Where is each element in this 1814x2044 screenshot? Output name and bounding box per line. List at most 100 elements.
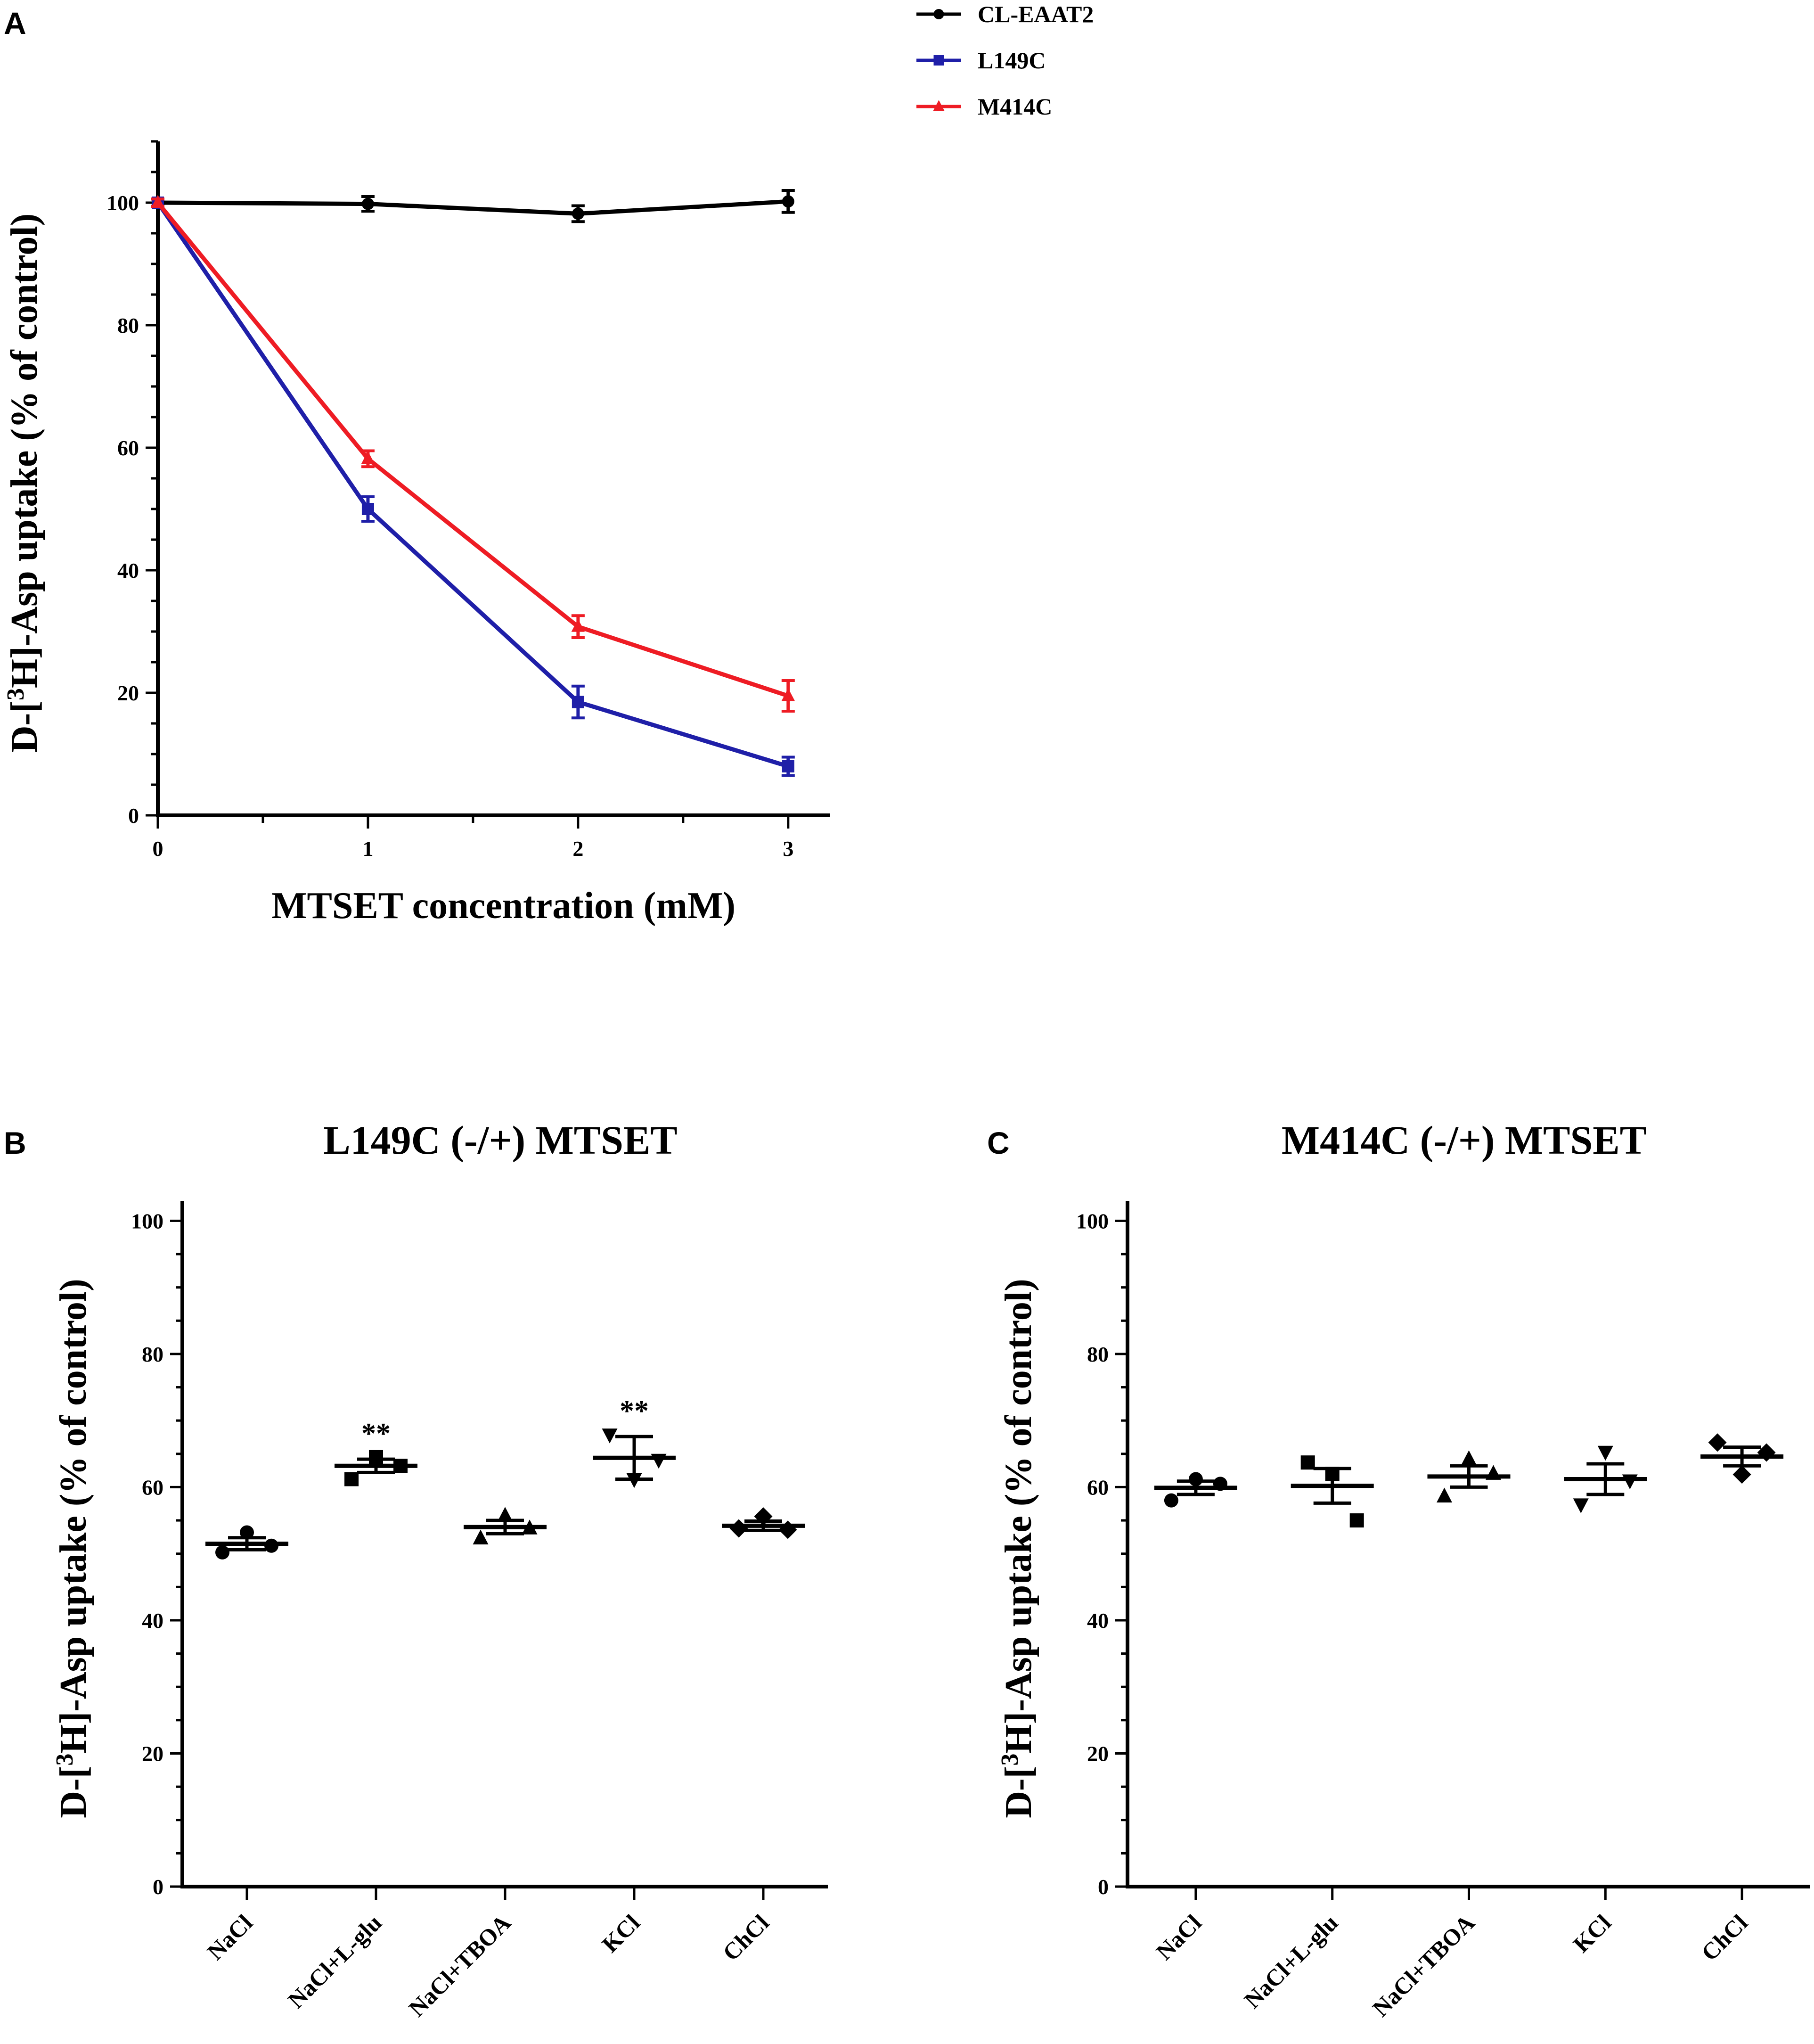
- data-point-marker: [1164, 1493, 1178, 1508]
- data-point-marker: [1622, 1474, 1638, 1490]
- data-point-marker: [651, 1453, 667, 1469]
- legend-marker: [933, 55, 944, 66]
- data-point-marker: [1573, 1498, 1589, 1513]
- category-label: NaCl+TBOA: [403, 1909, 516, 2022]
- category-label: KCl: [1568, 1909, 1617, 1958]
- data-point-marker: [1349, 1513, 1364, 1528]
- y-tick-label: 0: [128, 804, 139, 828]
- data-point-marker: [571, 619, 585, 632]
- category-label: NaCl+L-glu: [283, 1909, 387, 2013]
- y-axis-label-prefix: D-[: [998, 1766, 1039, 1818]
- x-tick-label: 1: [362, 837, 373, 861]
- data-point-marker: [1757, 1443, 1776, 1462]
- y-tick-label: 20: [117, 681, 139, 705]
- data-point-marker: [1437, 1487, 1452, 1502]
- data-point-marker: [602, 1428, 618, 1444]
- data-point-marker: [473, 1529, 489, 1544]
- y-axis-label-superscript: 3: [2, 688, 29, 700]
- x-axis-title: MTSET concentration (mM): [271, 885, 735, 927]
- data-point-marker: [572, 696, 584, 708]
- data-point-marker: [264, 1538, 278, 1553]
- panel-title: M414C (-/+) MTSET: [1282, 1117, 1647, 1163]
- data-point-marker: [1461, 1450, 1477, 1465]
- y-axis-label-prefix: D-[: [4, 700, 45, 753]
- y-tick-label: 80: [142, 1342, 163, 1366]
- data-point-marker: [522, 1519, 538, 1535]
- y-tick-label: 100: [1076, 1209, 1109, 1233]
- y-tick-label: 80: [117, 313, 139, 337]
- y-tick-label: 40: [142, 1609, 163, 1633]
- data-point-marker: [1325, 1467, 1340, 1481]
- data-point-marker: [782, 195, 794, 208]
- data-point-marker: [497, 1507, 513, 1522]
- data-point-marker: [361, 197, 374, 210]
- y-axis-label-superscript: 3: [997, 1754, 1023, 1766]
- data-point-marker: [781, 688, 795, 701]
- y-tick-label: 60: [1087, 1475, 1109, 1499]
- legend-label: L149C: [978, 47, 1046, 74]
- data-point-marker: [1300, 1455, 1315, 1470]
- data-point-marker: [1708, 1433, 1727, 1452]
- panel-title: L149C (-/+) MTSET: [323, 1117, 677, 1163]
- data-point-marker: [344, 1472, 359, 1486]
- data-point-marker: [215, 1545, 229, 1560]
- category-label: NaCl+TBOA: [1367, 1909, 1480, 2022]
- chart-a-line-chart: 0 20 40 60 80 100 0 1 2 3 MTSET concentration (mM)…: [2, 1, 1094, 927]
- data-point-marker: [393, 1459, 408, 1473]
- y-tick-label: 100: [131, 1209, 163, 1233]
- significance-marker: **: [361, 1418, 391, 1450]
- y-axis-label-suffix: H]-Asp uptake (% of control): [53, 1279, 94, 1753]
- data-point-marker: [361, 503, 374, 515]
- legend-marker: [933, 100, 945, 111]
- y-axis-label-prefix: D-[: [53, 1766, 94, 1818]
- data-point-marker: [1486, 1465, 1501, 1480]
- series-line-CL-EAAT2: [157, 199, 789, 216]
- series-line-L149C: [156, 201, 789, 769]
- category-label: ChCl: [718, 1909, 774, 1966]
- y-tick-label: 20: [1087, 1741, 1109, 1765]
- data-point-marker: [369, 1450, 383, 1464]
- y-tick-label: 60: [142, 1475, 163, 1499]
- data-point-marker: [1213, 1477, 1227, 1491]
- y-axis-title: D-[3H]-Asp uptake (% of control): [2, 213, 45, 753]
- x-tick-label: 3: [783, 837, 793, 861]
- category-label: ChCl: [1696, 1909, 1753, 1966]
- y-axis-label-superscript: 3: [51, 1754, 78, 1766]
- y-axis-title: D-[3H]-Asp uptake (% of control): [51, 1279, 94, 1818]
- data-point-marker: [240, 1525, 254, 1540]
- category-label: NaCl+L-glu: [1239, 1909, 1343, 2013]
- y-tick-label: 40: [117, 558, 139, 583]
- y-axis-title: D-[3H]-Asp uptake (% of control): [997, 1279, 1039, 1818]
- legend-label: M414C: [978, 93, 1052, 120]
- x-tick-label: 0: [153, 837, 163, 861]
- y-tick-label: 0: [1098, 1875, 1109, 1899]
- category-label: NaCl: [202, 1909, 258, 1965]
- data-point-marker: [729, 1519, 748, 1538]
- data-point-marker: [782, 760, 794, 772]
- series-line-M414C: [156, 201, 789, 698]
- legend-label: CL-EAAT2: [978, 1, 1094, 27]
- x-tick-label: 2: [572, 837, 583, 861]
- data-point-marker: [151, 195, 165, 208]
- y-tick-label: 80: [1087, 1342, 1109, 1366]
- category-label: KCl: [596, 1909, 645, 1958]
- panel-b-letter: B: [4, 1125, 26, 1160]
- category-label: NaCl: [1151, 1909, 1207, 1965]
- data-point-marker: [361, 451, 375, 464]
- data-point-marker: [1188, 1472, 1203, 1486]
- y-tick-label: 100: [106, 191, 139, 215]
- significance-marker: **: [620, 1395, 649, 1427]
- y-axis-label-suffix: H]-Asp uptake (% of control): [998, 1279, 1039, 1753]
- y-tick-label: 60: [117, 436, 139, 460]
- data-point-marker: [778, 1520, 797, 1539]
- y-axis-label-suffix: H]-Asp uptake (% of control): [4, 213, 45, 688]
- data-point-marker: [1732, 1465, 1751, 1484]
- data-point-marker: [572, 207, 584, 220]
- chart-c-scatter-chart: 0 20 40 60 80 100 M414C (-/+) MTSET D-[3H]-Asp …: [997, 1117, 1810, 2022]
- chart-b-scatter-chart: 0 20 40 60 80 100 L149C (-/+) MTSET D-[3H]-Asp …: [51, 1117, 828, 2022]
- y-tick-label: 20: [142, 1741, 163, 1765]
- data-point-marker: [1597, 1445, 1613, 1461]
- data-point-marker: [754, 1507, 773, 1526]
- data-point-marker: [626, 1473, 642, 1488]
